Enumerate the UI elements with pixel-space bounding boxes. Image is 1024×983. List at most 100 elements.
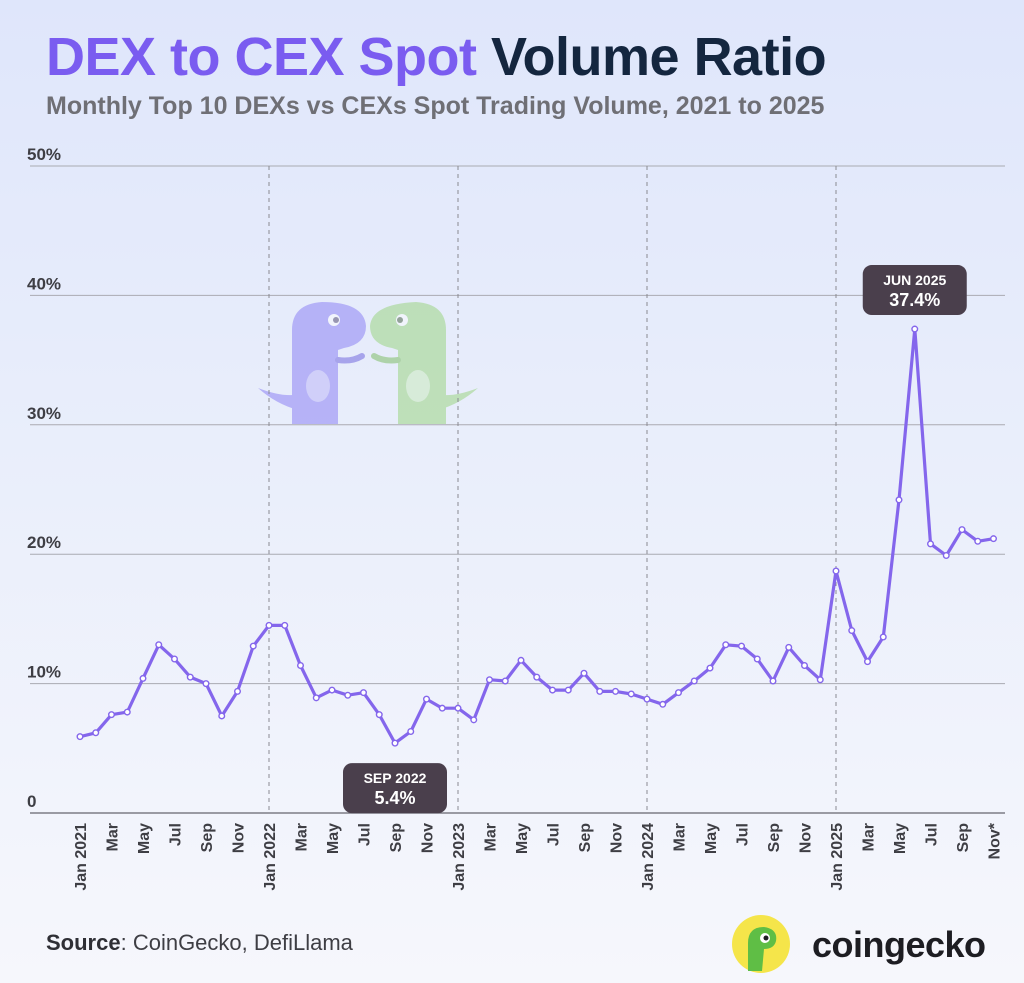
data-point [974, 537, 982, 545]
data-point [769, 677, 777, 685]
gecko-logo-icon [732, 915, 790, 973]
callout-label: SEP 2022 [364, 770, 427, 786]
coingecko-logo: coingecko [730, 910, 1010, 978]
x-tick-label: Jan 2023 [451, 823, 468, 891]
data-point [942, 551, 950, 559]
data-point [927, 540, 935, 548]
data-point [501, 677, 509, 685]
x-tick-label: Mar [294, 823, 311, 851]
callout-box [343, 763, 447, 814]
data-point [864, 658, 872, 666]
callout: JUN 2025 37.4% [862, 265, 967, 316]
x-tick-label: Jul [357, 823, 374, 846]
title-accent: DEX to CEX Spot [46, 27, 477, 87]
x-tick-label: Jul [546, 823, 563, 846]
data-point [895, 496, 903, 504]
data-point [675, 689, 683, 697]
data-point [564, 686, 572, 694]
year-separators [268, 166, 837, 813]
data-point [344, 691, 352, 699]
data-point [249, 642, 257, 650]
data-point [722, 641, 730, 649]
x-tick-label: Sep [199, 823, 216, 853]
source-note: Source: CoinGecko, DefiLlama [46, 930, 353, 956]
data-point [470, 716, 478, 724]
x-tick-label: Nov [798, 823, 815, 853]
data-point [549, 686, 557, 694]
title-dark: Volume Ratio [491, 27, 827, 87]
data-point [360, 689, 368, 697]
data-point [107, 711, 115, 719]
x-tick-label: May [892, 823, 909, 854]
x-tick-label: Sep [388, 823, 405, 853]
x-tick-label: May [136, 823, 153, 854]
chart-subtitle: Monthly Top 10 DEXs vs CEXs Spot Trading… [46, 92, 825, 120]
data-point [454, 704, 462, 712]
data-point [265, 621, 273, 629]
callout-label: JUN 2025 [883, 272, 946, 288]
source-label: Source [46, 930, 121, 955]
data-point [218, 712, 226, 720]
x-tick-label: May [325, 823, 342, 854]
data-point [407, 727, 415, 735]
y-tick-label: 0 [27, 792, 36, 811]
data-point [832, 567, 840, 575]
data-point [801, 661, 809, 669]
callout-value: 37.4% [889, 290, 940, 310]
callout-value: 5.4% [374, 788, 415, 808]
mascot-illustration [258, 302, 478, 424]
data-point [186, 673, 194, 681]
data-point [596, 687, 604, 695]
callouts: JUN 2025 37.4% SEP 2022 5.4% [343, 265, 967, 814]
data-point [706, 664, 714, 672]
y-tick-label: 50% [27, 145, 61, 164]
series-line [78, 327, 996, 745]
data-point [76, 733, 84, 741]
data-point [990, 535, 998, 543]
data-point [202, 680, 210, 688]
data-point [155, 641, 163, 649]
x-tick-label: Sep [955, 823, 972, 853]
data-point [580, 669, 588, 677]
data-point [233, 687, 241, 695]
y-tick-label: 40% [27, 274, 61, 293]
x-tick-label: Mar [105, 823, 122, 851]
data-point [816, 676, 824, 684]
data-point [690, 677, 698, 685]
data-point [785, 643, 793, 651]
data-point [312, 694, 320, 702]
x-tick-label: Jul [168, 823, 185, 846]
data-point [281, 621, 289, 629]
data-point [627, 690, 635, 698]
x-tick-label: Mar [483, 823, 500, 851]
purple-gecko-mascot [258, 302, 366, 424]
data-point [297, 661, 305, 669]
source-text: : CoinGecko, DefiLlama [120, 930, 353, 955]
x-tick-label: Sep [766, 823, 783, 853]
x-tick-label: Jan 2024 [640, 823, 657, 891]
data-points [76, 325, 998, 747]
y-axis: 0 10% 20% 30% 40% 50% [27, 145, 61, 811]
brand-name: coingecko [812, 924, 986, 965]
line-chart: 0 10% 20% 30% 40% 50% Jan 2021 Mar May Jul Sep Nov… [27, 145, 1005, 891]
x-axis: Jan 2021 Mar May Jul Sep Nov Jan 2022 Mar May Jul… [73, 822, 1004, 890]
green-gecko-mascot [370, 302, 478, 424]
data-point [848, 627, 856, 635]
data-point [92, 729, 100, 737]
x-tick-label: Jul [924, 823, 941, 846]
callout: SEP 2022 5.4% [343, 763, 447, 814]
x-tick-label: Mar [861, 823, 878, 851]
data-point [753, 655, 761, 663]
data-point [375, 711, 383, 719]
data-point [170, 655, 178, 663]
data-point [139, 674, 147, 682]
data-point [612, 687, 620, 695]
gridlines [30, 165, 1005, 814]
data-point [486, 676, 494, 684]
data-point [423, 695, 431, 703]
y-tick-label: 30% [27, 404, 61, 423]
y-tick-label: 10% [27, 663, 61, 682]
x-tick-label: Jan 2022 [262, 823, 279, 891]
x-tick-label: Nov [420, 823, 437, 853]
chart-title: DEX to CEX Spot Volume Ratio [46, 26, 827, 88]
